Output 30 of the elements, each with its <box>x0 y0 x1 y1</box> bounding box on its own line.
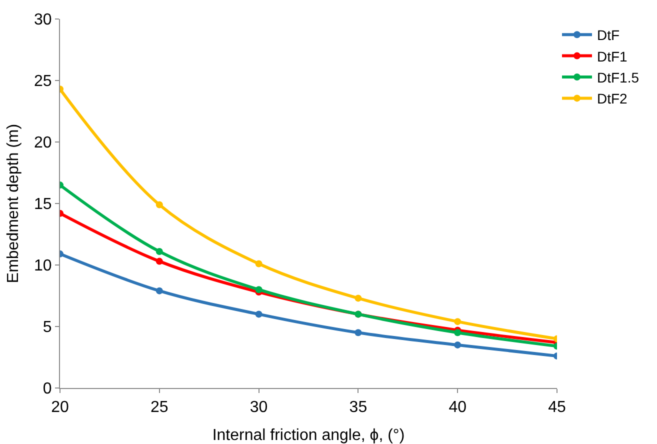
legend-label: DtF1.5 <box>597 69 640 86</box>
y-axis-title: Embedment depth (m) <box>5 124 22 284</box>
legend-label: DtF1 <box>597 48 628 64</box>
y-tick-label: 10 <box>34 258 52 275</box>
point <box>354 329 362 336</box>
legend-label: DtF2 <box>597 90 628 107</box>
x-tick-label: 45 <box>548 399 566 416</box>
x-axis-title: Internal friction angle, ϕ, (°) <box>212 427 405 444</box>
y-tick-label: 0 <box>42 380 52 398</box>
x-tick-label: 25 <box>150 399 168 416</box>
y-tick-label: 30 <box>34 12 52 29</box>
point <box>156 248 163 255</box>
y-tick-label: 25 <box>34 73 52 90</box>
point <box>454 341 462 348</box>
point <box>255 286 262 294</box>
y-tick-label: 20 <box>34 134 52 152</box>
point <box>454 329 462 336</box>
y-tick-label: 5 <box>42 319 52 336</box>
point <box>255 310 262 318</box>
point <box>454 318 462 326</box>
point <box>156 258 163 265</box>
legend-label: DtF <box>597 27 620 44</box>
x-tick-label: 30 <box>250 399 268 416</box>
x-tick-label: 35 <box>349 399 368 416</box>
point <box>255 260 262 268</box>
x-tick-label: 40 <box>448 399 467 416</box>
y-tick-label: 15 <box>34 196 52 214</box>
point <box>354 294 362 302</box>
point <box>156 287 163 294</box>
point <box>156 201 163 208</box>
